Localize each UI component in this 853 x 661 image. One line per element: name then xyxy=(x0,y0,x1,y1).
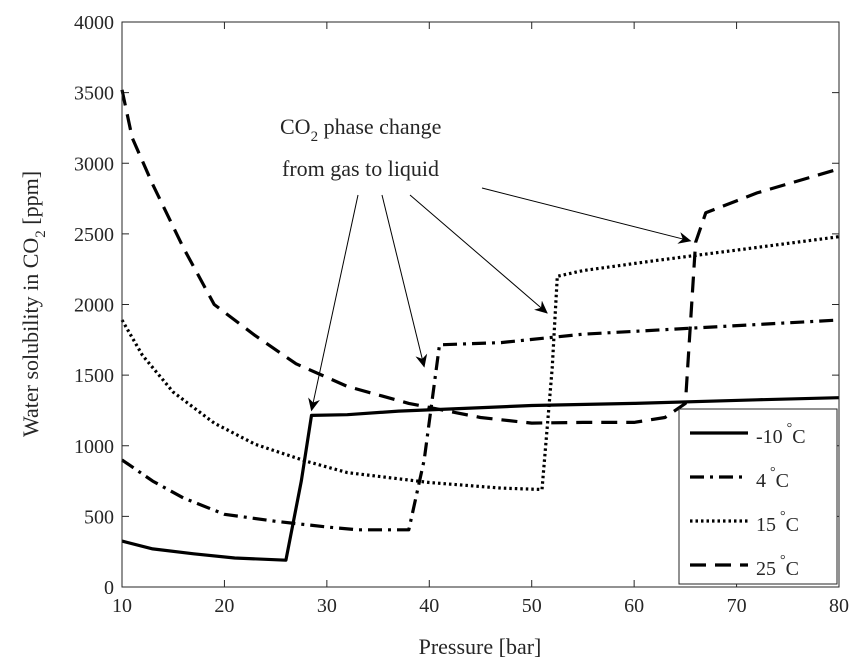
y-tick-label: 4000 xyxy=(74,12,114,34)
legend-label-1: -10 °C xyxy=(756,421,806,448)
x-tick-label: 50 xyxy=(522,595,542,617)
y-tick-label: 2000 xyxy=(74,295,114,317)
x-tick-label: 80 xyxy=(829,595,849,617)
x-tick-label: 60 xyxy=(624,595,644,617)
x-tick-label: 70 xyxy=(727,595,747,617)
series-line-4 xyxy=(120,89,840,425)
plot-frame xyxy=(121,21,840,588)
y-tick-label: 0 xyxy=(104,577,114,599)
y-tick-label: 500 xyxy=(84,506,114,528)
annotation-line2: from gas to liquid xyxy=(282,156,439,181)
annotation-arrow-4 xyxy=(481,187,692,244)
y-tick-label: 2500 xyxy=(74,224,114,246)
annotation-arrow-3 xyxy=(409,194,548,314)
x-tick-label: 20 xyxy=(214,595,234,617)
x-tick-label: 30 xyxy=(317,595,337,617)
series-line-3 xyxy=(120,235,840,492)
y-tick-label: 3500 xyxy=(74,83,114,105)
legend-label-4: 25 °C xyxy=(756,553,799,580)
y-tick-label: 1000 xyxy=(74,436,114,458)
annotation-line1: CO2 phase change xyxy=(280,114,441,145)
series-lines xyxy=(120,89,840,562)
annotation-arrow-2 xyxy=(381,194,428,368)
x-axis-label: Pressure [bar] xyxy=(419,634,542,659)
legend-box xyxy=(678,408,838,585)
series-line-2 xyxy=(121,318,840,532)
y-tick-label: 3000 xyxy=(74,153,114,175)
y-axis-label: Water solubility in CO2 [ppm] xyxy=(18,171,49,437)
series-line-1 xyxy=(121,396,840,562)
legend-label-3: 15 °C xyxy=(756,509,799,536)
axis-ticks: 10 20 30 40 50 60 70 80 0 500 1000 1500 2000 2500 3000… xyxy=(74,12,849,617)
legend: -10 °C 4 °C 15 °C 25 °C xyxy=(678,408,838,585)
x-tick-label: 40 xyxy=(419,595,439,617)
legend-items: -10 °C 4 °C 15 °C 25 °C xyxy=(690,421,806,580)
annotation-arrows xyxy=(308,187,692,412)
legend-label-2: 4 °C xyxy=(756,465,789,492)
annotation-arrow-1 xyxy=(308,194,359,412)
x-tick-label: 10 xyxy=(112,595,132,617)
y-tick-label: 1500 xyxy=(74,365,114,387)
